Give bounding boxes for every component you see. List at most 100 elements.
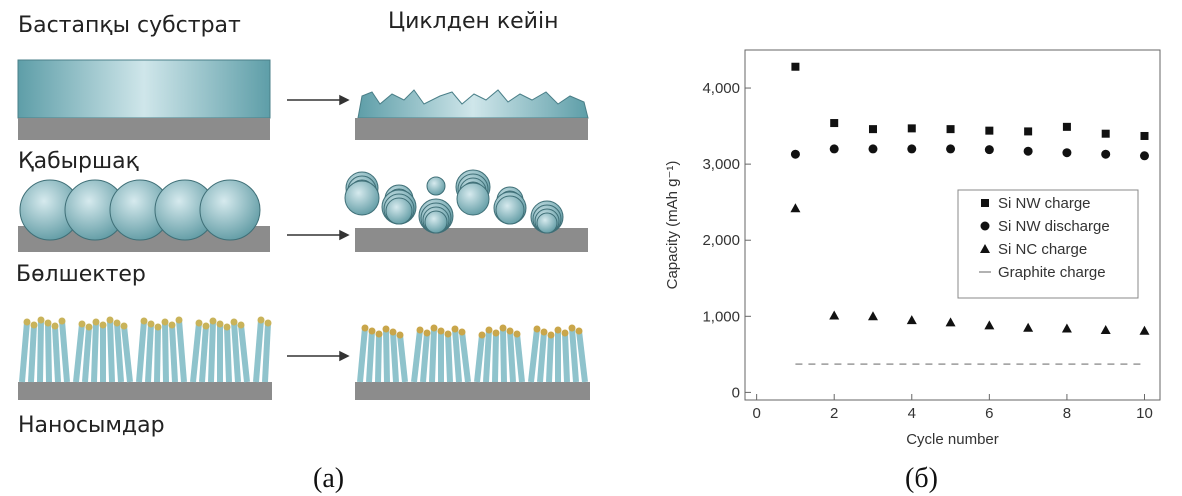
- nanowire-tip: [148, 321, 155, 328]
- nanowire: [400, 335, 405, 382]
- nanowire: [172, 325, 175, 382]
- data-point: [830, 144, 839, 153]
- nanowire-tip: [445, 331, 452, 338]
- nanowire: [124, 326, 130, 382]
- y-tick-label: 1,000: [702, 308, 740, 325]
- data-point: [907, 315, 917, 324]
- particle: [425, 211, 447, 233]
- legend-label: Si NW discharge: [998, 218, 1110, 235]
- nanowire: [540, 332, 544, 382]
- data-point: [868, 144, 877, 153]
- nanowire-tip: [479, 332, 486, 339]
- particle: [537, 213, 557, 233]
- caption: (б): [905, 463, 938, 494]
- nanowire-tip: [210, 318, 217, 325]
- nanowire-tip: [162, 319, 169, 326]
- data-point: [1023, 323, 1033, 332]
- row-label: Бөлшектер: [16, 262, 146, 287]
- x-tick-label: 10: [1136, 405, 1153, 422]
- particle: [457, 183, 489, 215]
- nanowire: [531, 329, 537, 382]
- particle: [345, 181, 379, 215]
- nanowire-tip: [362, 325, 369, 332]
- nanowire-tip: [24, 319, 31, 326]
- nanowire: [227, 327, 229, 382]
- nanowire-tip: [417, 327, 424, 334]
- x-tick-label: 6: [985, 405, 993, 422]
- data-point: [985, 127, 993, 135]
- nanowire: [549, 335, 551, 382]
- nanowire-tip: [431, 325, 438, 332]
- row-label: Қабыршақ: [18, 149, 139, 174]
- y-tick-label: 0: [732, 384, 740, 401]
- nanowire: [76, 324, 82, 382]
- data-point: [985, 145, 994, 154]
- nanowire-tip: [541, 329, 548, 336]
- data-point: [947, 125, 955, 133]
- nanowire: [565, 333, 567, 382]
- illustration: [18, 60, 590, 400]
- nanowire: [22, 322, 27, 382]
- data-point: [984, 320, 994, 329]
- nanowire: [40, 320, 41, 382]
- data-point: [1024, 147, 1033, 156]
- nanowire: [448, 334, 450, 382]
- nanowire-tip: [507, 328, 514, 335]
- nanowire-tip: [155, 324, 162, 331]
- nanowire: [477, 335, 482, 382]
- nanowire-tip: [534, 326, 541, 333]
- nanowire: [165, 322, 166, 382]
- data-point: [1062, 323, 1072, 332]
- legend-label: Si NW charge: [998, 195, 1091, 212]
- nanowire-tip: [231, 319, 238, 326]
- data-point: [1024, 127, 1032, 135]
- nanowire: [157, 327, 158, 382]
- y-tick-label: 2,000: [702, 232, 740, 249]
- nanowire: [256, 320, 261, 382]
- nanowire-tip: [576, 328, 583, 335]
- nanowire: [360, 328, 365, 382]
- nanowire-tip: [397, 332, 404, 339]
- nanowire: [510, 331, 513, 382]
- nanowire: [455, 329, 459, 382]
- nanowire: [265, 323, 268, 382]
- nanowire: [139, 321, 144, 382]
- nanowire: [386, 329, 387, 382]
- nanowire-tip: [45, 320, 52, 327]
- data-point: [1101, 325, 1111, 334]
- x-axis-label: Cycle number: [906, 431, 999, 448]
- particle: [427, 177, 445, 195]
- nanowire: [85, 327, 89, 382]
- data-point: [908, 124, 916, 132]
- legend-marker: [981, 222, 990, 231]
- nanowire-tip: [555, 327, 562, 334]
- data-point: [791, 63, 799, 71]
- nanowire: [414, 330, 420, 382]
- data-point: [946, 317, 956, 326]
- nanowire: [572, 328, 576, 382]
- nanowire-tip: [569, 325, 576, 332]
- nanowire-tip: [424, 330, 431, 337]
- data-point: [830, 119, 838, 127]
- nanowire-tip: [438, 328, 445, 335]
- data-point: [829, 311, 839, 320]
- nanowire: [94, 322, 96, 382]
- data-point: [1101, 150, 1110, 159]
- nanowire-tip: [376, 331, 383, 338]
- nanowire-tip: [562, 330, 569, 337]
- nanowire-tip: [459, 329, 466, 336]
- nanowire: [234, 322, 238, 382]
- nanowire: [179, 320, 184, 382]
- nanowire-tip: [169, 322, 176, 329]
- nanowire-tip: [500, 325, 507, 332]
- nanowire: [193, 323, 199, 382]
- x-tick-label: 2: [830, 405, 838, 422]
- nanowire: [369, 331, 372, 382]
- data-point: [1139, 326, 1149, 335]
- nanowire-tip: [493, 330, 500, 337]
- figure: Бастапқы субстрат Циклден кейін Қабыршақ…: [0, 0, 1182, 496]
- nanowire-tip: [486, 327, 493, 334]
- nanowire-tip: [369, 328, 376, 335]
- nanowire: [432, 328, 434, 382]
- nanowire-tip: [390, 329, 397, 336]
